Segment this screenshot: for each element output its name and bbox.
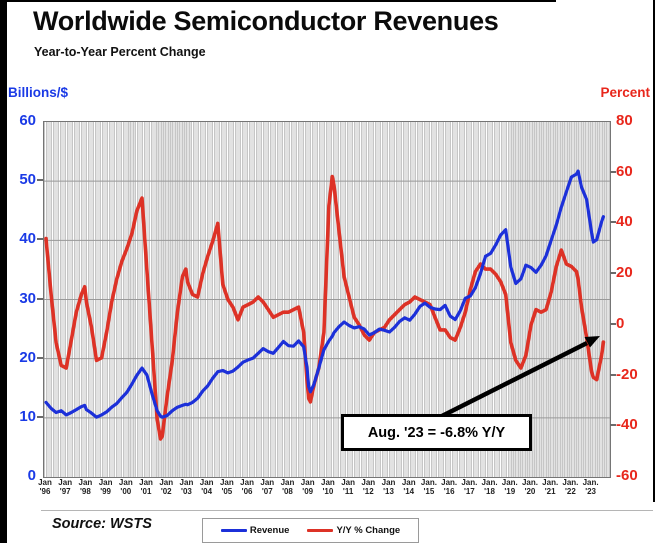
- x-axis-tick-label: Jan. '18: [481, 478, 498, 496]
- x-axis-tick-label: Jan '11: [341, 478, 355, 496]
- left-axis-tick-label: 20: [19, 348, 36, 366]
- x-axis-tick-label: Jan '07: [260, 478, 275, 496]
- x-axis-tick-label: Jan '06: [240, 478, 254, 496]
- x-axis-tick-label: Jan '97: [58, 478, 73, 496]
- right-axis-tickmark: [610, 221, 616, 224]
- yoy-line-swatch: [307, 528, 334, 533]
- legend-box: Revenue Y/Y % Change: [202, 518, 419, 543]
- legend-item-label: Y/Y % Change: [336, 525, 401, 536]
- revenue-line: [44, 169, 606, 419]
- x-axis-tick-label: Jan '09: [300, 478, 315, 496]
- x-axis-tick-label: Jan '96: [38, 478, 52, 496]
- revenue-line-swatch: [220, 528, 247, 533]
- yoy-change-line: [44, 174, 606, 441]
- source-credit: Source: WSTS: [52, 516, 152, 532]
- right-axis-tick-label: -20: [616, 365, 638, 383]
- right-axis-tickmark: [610, 272, 616, 275]
- left-axis-title: Billions/$: [8, 85, 69, 100]
- right-axis-tick-label: -60: [616, 467, 638, 484]
- right-axis-tickmark: [610, 424, 616, 427]
- right-axis-tick-label: 80: [616, 112, 633, 129]
- left-axis-tick-label: 0: [27, 467, 36, 484]
- right-axis-tick-label: 60: [616, 162, 633, 180]
- annotation-arrowhead: [584, 336, 600, 348]
- x-axis-tick-label: Jan. '17: [461, 478, 478, 496]
- x-axis-tick-label: Jan. '19: [501, 478, 518, 496]
- right-axis-tick-label: 40: [616, 213, 633, 231]
- x-axis-tick-label: Jan '14: [401, 478, 416, 496]
- footer-divider: [41, 510, 653, 511]
- left-axis-tick-label: 10: [19, 407, 36, 425]
- x-axis-tick-label: Jan. '22: [562, 478, 579, 496]
- annotation-arrow: [434, 340, 589, 422]
- window-edge-left: [0, 0, 7, 543]
- x-axis-tick-label: Jan '08: [280, 478, 295, 496]
- x-axis-tick-label: Jan '02: [159, 478, 174, 496]
- x-axis-tick-label: Jan '99: [98, 478, 113, 496]
- right-axis-tickmark: [610, 170, 616, 173]
- right-axis-title: Percent: [600, 85, 650, 100]
- right-axis-tickmark: [610, 373, 616, 376]
- x-axis-tick-label: Jan. '20: [521, 478, 538, 496]
- left-axis-tickmark: [37, 179, 43, 182]
- right-axis-tickmark: [610, 322, 616, 325]
- left-axis-tick-label: 40: [19, 230, 36, 248]
- right-axis-tick-label: 20: [616, 264, 633, 282]
- x-axis-tick-label: Jan '01: [139, 478, 153, 496]
- x-axis-tick-label: Jan. '21: [542, 478, 559, 496]
- left-axis-tickmark: [37, 356, 43, 359]
- x-axis-tick-label: Jan '03: [179, 478, 194, 496]
- left-axis-tick-label: 60: [19, 112, 36, 129]
- left-axis-tick-label: 50: [19, 171, 36, 189]
- right-axis-tick-label: -40: [616, 416, 638, 434]
- legend-item: Revenue: [220, 525, 290, 536]
- left-axis-tickmark: [37, 415, 43, 418]
- left-axis-tickmark: [37, 238, 43, 241]
- x-axis-tick-label: Jan '00: [118, 478, 133, 496]
- legend-item: Y/Y % Change: [307, 525, 400, 536]
- window-edge-right: [653, 0, 655, 502]
- x-axis-tick-label: Jan '12: [361, 478, 376, 496]
- left-axis-tickmark: [37, 297, 43, 300]
- x-axis-tick-label: Jan '05: [219, 478, 234, 496]
- x-axis-tick-label: Jan '98: [78, 478, 93, 496]
- x-axis-tick-label: Jan. '23: [582, 478, 599, 496]
- window-edge-top: [7, 0, 556, 2]
- left-axis-tick-label: 30: [19, 289, 36, 307]
- x-axis-tick-label: Jan '04: [199, 478, 214, 496]
- page-title: Worldwide Semiconductor Revenues: [33, 6, 499, 36]
- right-axis-tick-label: 0: [616, 314, 625, 332]
- legend-item-label: Revenue: [249, 525, 290, 536]
- x-axis-tick-label: Jan '13: [381, 478, 396, 496]
- x-axis-tick-label: Jan '10: [321, 478, 335, 496]
- x-axis-tick-label: Jan. '16: [441, 478, 458, 496]
- annotation-callout: Aug. '23 = -6.8% Y/Y: [341, 414, 532, 451]
- page-subtitle: Year-to-Year Percent Change: [34, 45, 206, 59]
- x-axis-tick-label: Jan. '15: [420, 478, 437, 496]
